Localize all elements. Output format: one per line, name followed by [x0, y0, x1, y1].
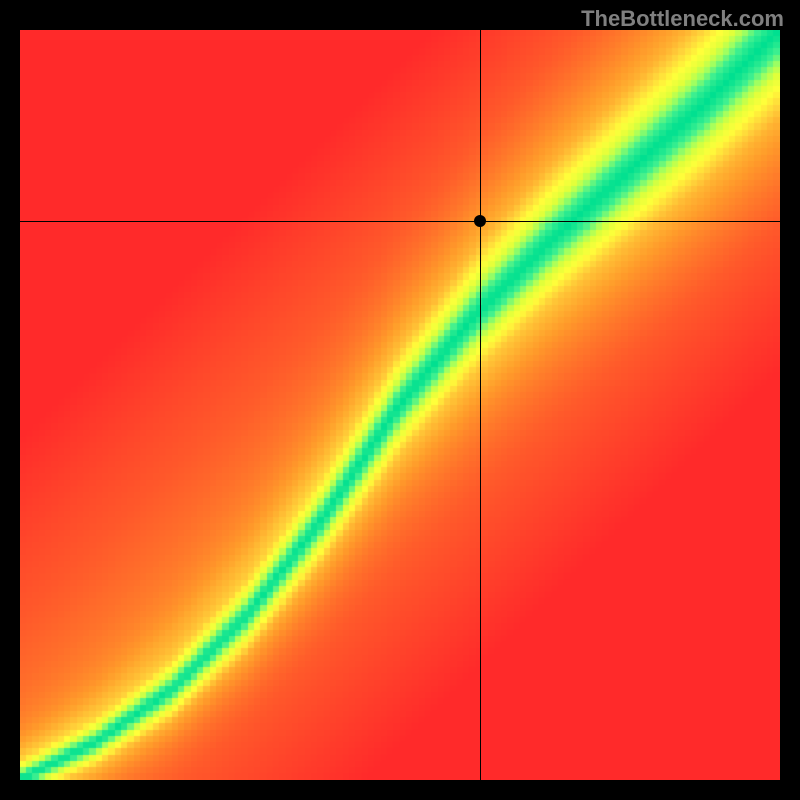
heatmap-plot	[20, 30, 780, 780]
crosshair-horizontal	[20, 221, 780, 222]
watermark-text: TheBottleneck.com	[581, 6, 784, 32]
marker-dot	[474, 215, 486, 227]
page-root: TheBottleneck.com	[0, 0, 800, 800]
heatmap-canvas	[20, 30, 780, 780]
crosshair-vertical	[480, 30, 481, 780]
